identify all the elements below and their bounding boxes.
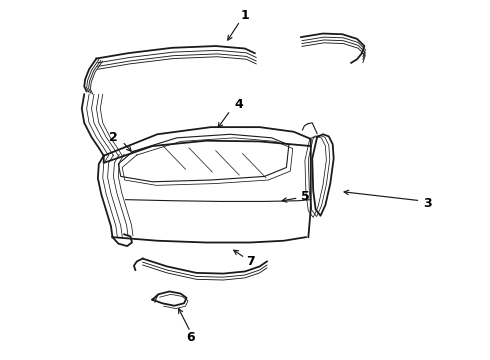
Text: 7: 7 [246,255,255,268]
Text: 5: 5 [301,190,310,203]
Text: 3: 3 [423,197,432,210]
Text: 4: 4 [234,99,243,112]
Text: 1: 1 [241,9,249,22]
Text: 6: 6 [186,332,195,345]
Text: 2: 2 [109,131,118,144]
